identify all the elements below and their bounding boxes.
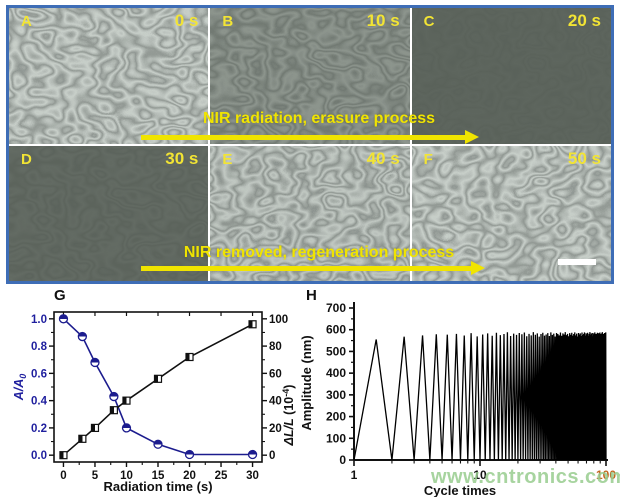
svg-text:300: 300 <box>326 388 346 402</box>
panel-letter: A <box>21 13 32 30</box>
panel-letter: B <box>222 13 234 30</box>
micrograph-panel-a: A 0 s <box>9 8 209 144</box>
panel-letter: F <box>423 150 433 168</box>
wrinkle-texture <box>411 145 611 281</box>
svg-text:500: 500 <box>326 344 346 358</box>
svg-text:20: 20 <box>183 470 196 482</box>
microscopy-montage: A 0 s B 10 s C 20 s D 30 s E 40 s F 50 s… <box>6 5 614 284</box>
svg-text:100: 100 <box>326 431 346 445</box>
panel-time-label: 0 s <box>174 11 199 30</box>
regeneration-arrow-icon <box>141 261 485 275</box>
svg-text:0.0: 0.0 <box>31 450 47 462</box>
svg-text:0: 0 <box>269 450 275 462</box>
svg-text:5: 5 <box>92 470 99 482</box>
svg-text:20: 20 <box>269 423 282 435</box>
svg-text:0: 0 <box>339 453 346 467</box>
erasure-arrow-icon <box>141 130 479 144</box>
panel-letter: C <box>423 13 435 30</box>
svg-text:40: 40 <box>269 396 282 408</box>
wrinkle-texture <box>210 8 410 144</box>
series-intensity <box>58 314 258 460</box>
micrograph-panel-f: F 50 s <box>411 145 611 281</box>
wrinkle-texture <box>9 8 209 144</box>
series-strain <box>59 320 257 460</box>
panel-time-label: 50 s <box>567 148 601 168</box>
svg-text:0.6: 0.6 <box>31 368 47 380</box>
panel-time-label: 10 s <box>366 11 400 30</box>
svg-text:200: 200 <box>326 410 346 424</box>
micrograph-panel-e: E 40 s <box>210 145 410 281</box>
svg-text:25: 25 <box>215 470 228 482</box>
chart-g-left-ylabel: A/A0 <box>12 374 28 402</box>
svg-text:0.4: 0.4 <box>31 396 48 408</box>
charts-row: 0 5 10 15 20 25 30 0.0 0.2 0.4 0.6 0.8 1.0 0 20 40 60 80 1… <box>0 286 620 499</box>
chart-g-right-ylabel: ΔL/L (10-4) <box>281 385 296 447</box>
panel-time-label: 20 s <box>567 11 601 30</box>
svg-text:100: 100 <box>269 314 288 326</box>
micrograph-panel-b: B 10 s <box>210 8 410 144</box>
svg-text:10: 10 <box>120 470 133 482</box>
chart-g-kinetics: 0 5 10 15 20 25 30 0.0 0.2 0.4 0.6 0.8 1.0 0 20 40 60 80 1… <box>12 287 296 494</box>
svg-text:30: 30 <box>246 470 259 482</box>
scale-bar <box>557 259 596 265</box>
wrinkle-texture <box>9 145 209 281</box>
wrinkle-texture <box>210 145 410 281</box>
chart-g-xlabel: Radiation time (s) <box>103 479 212 494</box>
svg-text:15: 15 <box>152 470 165 482</box>
panel-letter: D <box>21 150 32 168</box>
watermark: www.cntronics.com <box>431 466 620 488</box>
micrograph-panel-c: C 20 s <box>411 8 611 144</box>
chart-h-cycling: 0 100 200 300 400 500 600 700 1 10 100 Amplitude (n… <box>299 287 616 497</box>
erasure-process-caption: NIR radiation, erasure process <box>202 110 436 127</box>
chart-g-axes: 0 5 10 15 20 25 30 0.0 0.2 0.4 0.6 0.8 1.0 0 20 40 60 80 1… <box>31 311 288 482</box>
svg-text:0.8: 0.8 <box>31 341 48 353</box>
svg-text:60: 60 <box>269 368 282 380</box>
svg-text:100: 100 <box>596 468 616 482</box>
micrograph-panel-d: D 30 s <box>9 145 209 281</box>
chart-h-ylabel: Amplitude (nm) <box>299 335 314 430</box>
svg-text:1: 1 <box>351 468 358 482</box>
svg-text:80: 80 <box>269 341 282 353</box>
panel-letter: E <box>222 150 233 168</box>
panel-time-label: 30 s <box>165 148 199 168</box>
panel-h-label: H <box>306 287 317 304</box>
svg-text:0.2: 0.2 <box>31 423 47 435</box>
regeneration-process-caption: NIR removed, regeneration process <box>183 244 455 261</box>
panel-time-label: 40 s <box>366 148 400 168</box>
svg-text:400: 400 <box>326 366 346 380</box>
svg-text:0: 0 <box>60 470 66 482</box>
wrinkle-texture <box>411 8 611 144</box>
chart-h-xlabel: Cycle times <box>424 483 496 497</box>
svg-text:1.0: 1.0 <box>31 314 47 326</box>
amplitude-waveform <box>353 332 607 461</box>
svg-text:700: 700 <box>326 301 346 315</box>
svg-text:10: 10 <box>473 468 487 482</box>
svg-text:600: 600 <box>326 323 346 337</box>
panel-g-label: G <box>54 287 66 304</box>
